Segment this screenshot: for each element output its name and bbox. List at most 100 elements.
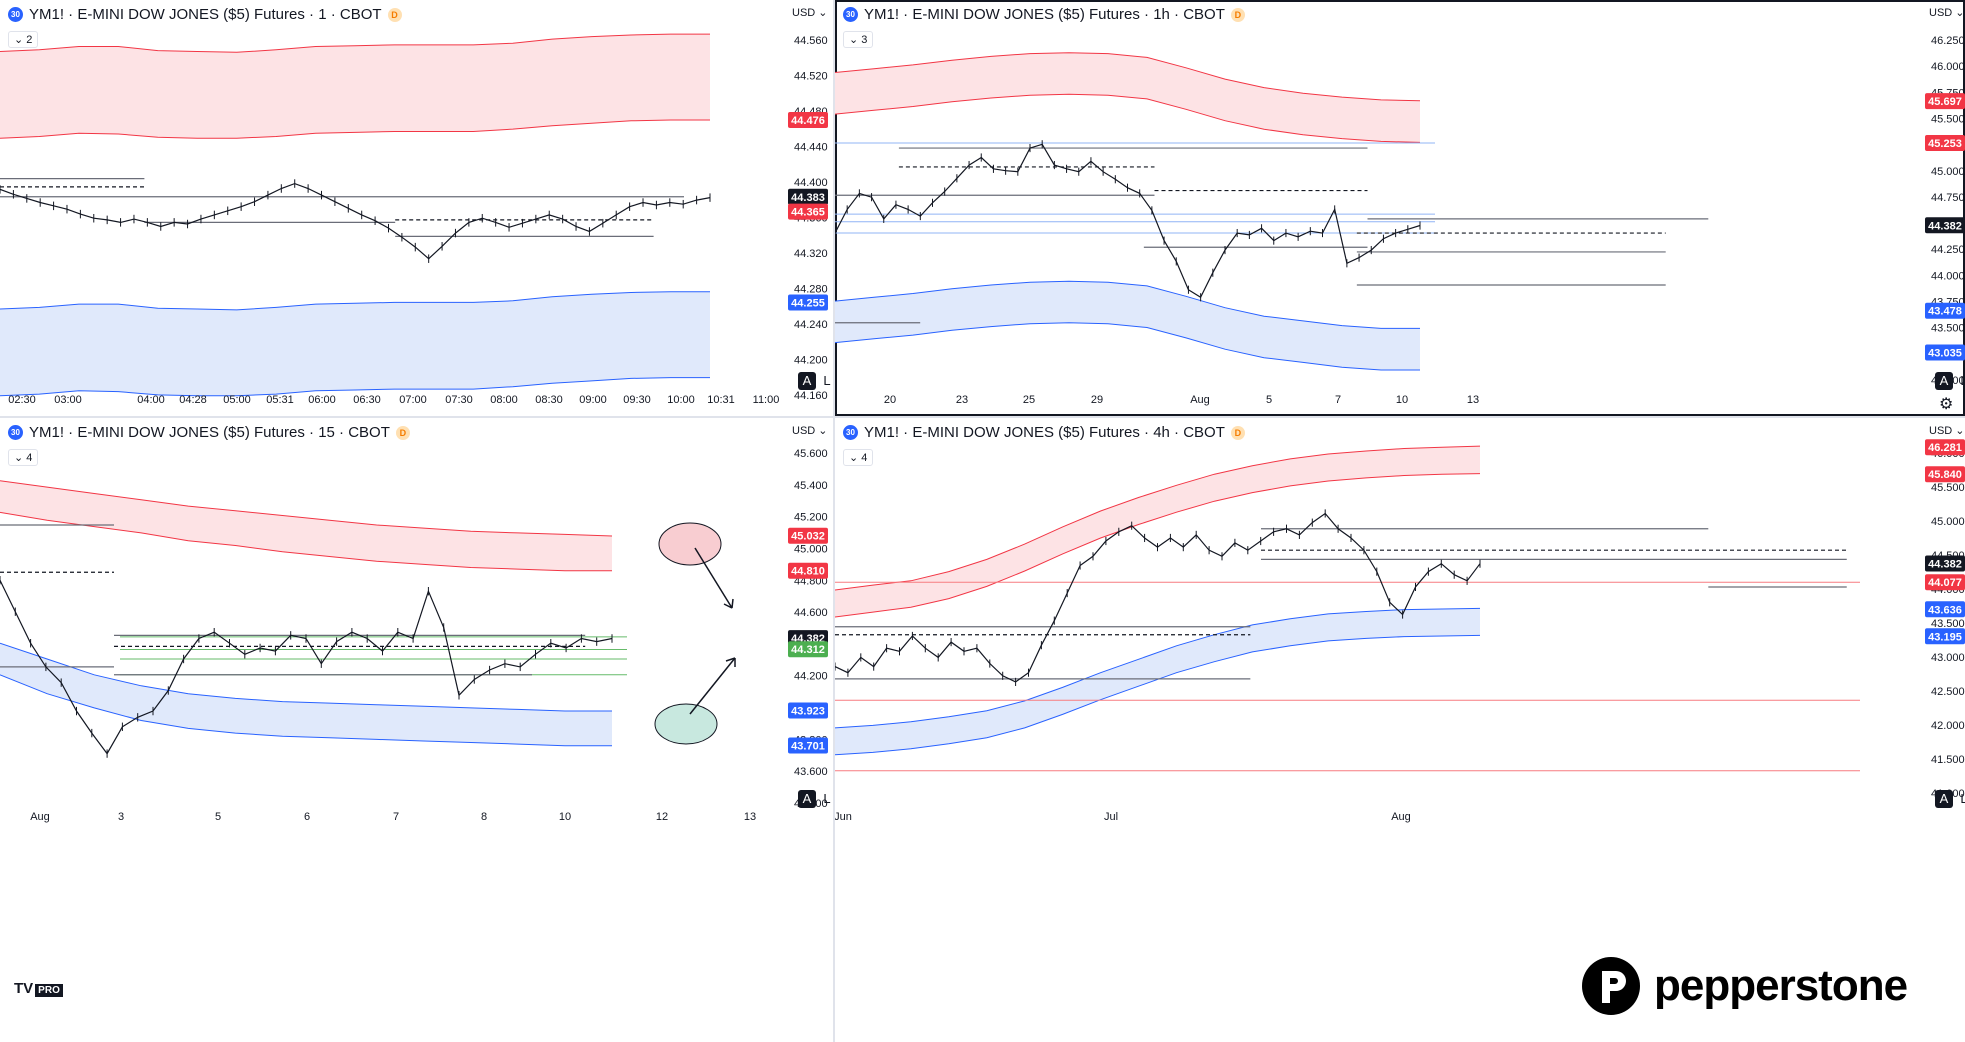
chart-canvas[interactable]: 44.56044.52044.48044.44044.40044.36044.3… — [0, 0, 833, 416]
symbol-legend[interactable]: 30 YM1! · E-MINI DOW JONES ($5) Futures ·… — [843, 6, 1245, 23]
y-tick-label: 43.600 — [794, 766, 828, 778]
x-tick-label: 12 — [656, 811, 668, 823]
price-label: 43.035 — [1928, 348, 1962, 360]
x-tick-label: 10 — [1396, 394, 1408, 406]
y-tick-label: 46.000 — [1931, 61, 1965, 73]
upper-band-fill — [835, 446, 1480, 617]
bearish-zone-ellipse[interactable] — [658, 522, 722, 566]
auto-scale-button[interactable]: A — [1935, 372, 1953, 390]
price-label-bg — [1925, 628, 1965, 645]
x-tick-label: Aug — [1391, 811, 1411, 823]
y-tick-label: 44.240 — [794, 319, 828, 331]
y-tick-label: 42.500 — [1931, 686, 1965, 698]
x-tick-label: Jul — [1104, 811, 1118, 823]
y-tick-label: 45.400 — [794, 480, 828, 492]
down-arrow-head — [723, 598, 734, 609]
pepperstone-p-icon — [1582, 957, 1640, 1015]
price-label: 44.077 — [1928, 577, 1962, 589]
y-tick-label: 43.000 — [1931, 652, 1965, 664]
bullish-zone-ellipse[interactable] — [654, 703, 718, 745]
auto-scale-button[interactable]: A — [798, 790, 816, 808]
y-tick-label: 43.500 — [1931, 618, 1965, 630]
price-label-bg — [1925, 466, 1965, 483]
log-scale-button[interactable]: L — [1960, 791, 1965, 806]
delayed-badge[interactable]: D — [1230, 425, 1245, 440]
chart-canvas[interactable]: 46.25046.00045.75045.50045.25045.00044.7… — [835, 0, 1965, 416]
chart-panel-1h[interactable]: 46.25046.00045.75045.50045.25045.00044.7… — [835, 0, 1965, 416]
indicators-collapse-button[interactable]: ⌄ 4 — [8, 449, 39, 466]
y-tick-label: 44.750 — [1931, 192, 1965, 204]
symbol-logo-icon: 30 — [843, 7, 858, 22]
y-tick-label: 45.200 — [794, 512, 828, 524]
currency-selector[interactable]: USD ⌄ — [1929, 425, 1965, 437]
symbol-logo-icon: 30 — [8, 425, 23, 440]
price-label-bg — [788, 203, 828, 220]
y-tick-label: 44.200 — [794, 671, 828, 683]
x-tick-label: 23 — [956, 394, 968, 406]
symbol-legend[interactable]: 30 YM1! · E-MINI DOW JONES ($5) Futures ·… — [8, 424, 410, 441]
upper-band-top-line — [835, 445, 1481, 591]
x-tick-label: Aug — [30, 811, 50, 823]
log-scale-button[interactable]: L — [823, 791, 831, 806]
indicators-collapse-button[interactable]: ⌄ 4 — [843, 449, 874, 466]
indicators-collapse-button[interactable]: ⌄ 2 — [8, 31, 39, 48]
delayed-badge[interactable]: D — [395, 425, 410, 440]
symbol-title: YM1! · E-MINI DOW JONES ($5) Futures · 4… — [864, 424, 1225, 441]
y-tick-label: 45.500 — [1931, 113, 1965, 125]
horizontal-divider[interactable] — [0, 416, 1965, 418]
lower-band-top-line — [835, 280, 1420, 329]
price-label: 44.312 — [791, 644, 825, 656]
price-label-bg — [788, 562, 828, 579]
settings-gear-icon[interactable]: ⚙ — [1939, 396, 1954, 413]
currency-selector[interactable]: USD ⌄ — [1929, 7, 1965, 19]
delayed-badge[interactable]: D — [387, 7, 402, 22]
chart-panel-4h[interactable]: 46.00045.50045.00044.50044.00043.50043.0… — [835, 418, 1965, 1042]
down-arrow-line[interactable] — [694, 547, 733, 609]
indicators-collapse-button[interactable]: ⌄ 3 — [843, 31, 874, 48]
symbol-legend[interactable]: 30 YM1! · E-MINI DOW JONES ($5) Futures ·… — [843, 424, 1245, 441]
y-tick-label: 42.000 — [1931, 720, 1965, 732]
chart-panel-1m[interactable]: 44.56044.52044.48044.44044.40044.36044.3… — [0, 0, 833, 416]
currency-selector[interactable]: USD ⌄ — [792, 425, 828, 437]
delayed-badge[interactable]: D — [1230, 7, 1245, 22]
y-tick-label: 44.520 — [794, 71, 828, 83]
upper-band-bottom-line — [0, 119, 710, 139]
lower-band-bottom-line — [0, 377, 710, 397]
chart-panel-15m[interactable]: 45.60045.40045.20045.00044.80044.60044.4… — [0, 418, 833, 1042]
x-tick-label: Aug — [1190, 394, 1210, 406]
log-scale-button[interactable]: L — [1960, 373, 1965, 388]
lower-band-fill — [0, 643, 612, 746]
lower-band-bottom-line — [835, 322, 1420, 371]
upper-band-top-line — [835, 52, 1421, 102]
x-tick-label: 05:31 — [266, 394, 294, 406]
y-tick-label: 44.600 — [794, 607, 828, 619]
up-arrow-line[interactable] — [689, 657, 736, 715]
x-tick-label: 07:00 — [399, 394, 427, 406]
up-arrow-head — [725, 657, 736, 667]
x-tick-label: 08:30 — [535, 394, 563, 406]
y-tick-label: 45.000 — [794, 543, 828, 555]
auto-scale-button[interactable]: A — [798, 372, 816, 390]
x-tick-label: 06:30 — [353, 394, 381, 406]
chart-canvas[interactable]: 46.00045.50045.00044.50044.00043.50043.0… — [835, 418, 1965, 1042]
symbol-title: YM1! · E-MINI DOW JONES ($5) Futures · 1… — [29, 424, 390, 441]
price-label-bg — [1925, 344, 1965, 361]
lower-band-fill — [0, 291, 710, 396]
vertical-divider[interactable] — [833, 0, 835, 1042]
upper-band-bottom-line — [835, 473, 1481, 618]
chart-canvas[interactable]: 45.60045.40045.20045.00044.80044.60044.4… — [0, 418, 833, 1042]
symbol-legend[interactable]: 30 YM1! · E-MINI DOW JONES ($5) Futures ·… — [8, 6, 402, 23]
symbol-logo-icon: 30 — [843, 425, 858, 440]
x-tick-label: 6 — [304, 811, 310, 823]
log-scale-button[interactable]: L — [823, 373, 831, 388]
symbol-title: YM1! · E-MINI DOW JONES ($5) Futures · 1… — [29, 6, 382, 23]
lower-band-top-line — [0, 291, 710, 311]
currency-selector[interactable]: USD ⌄ — [792, 7, 828, 19]
price-line — [0, 182, 711, 260]
auto-scale-button[interactable]: A — [1935, 790, 1953, 808]
price-label-bg — [1925, 439, 1965, 456]
upper-band-fill — [835, 52, 1420, 143]
x-tick-label: 06:00 — [308, 394, 336, 406]
y-tick-label: 44.200 — [794, 355, 828, 367]
upper-band-bottom-line — [0, 511, 612, 572]
